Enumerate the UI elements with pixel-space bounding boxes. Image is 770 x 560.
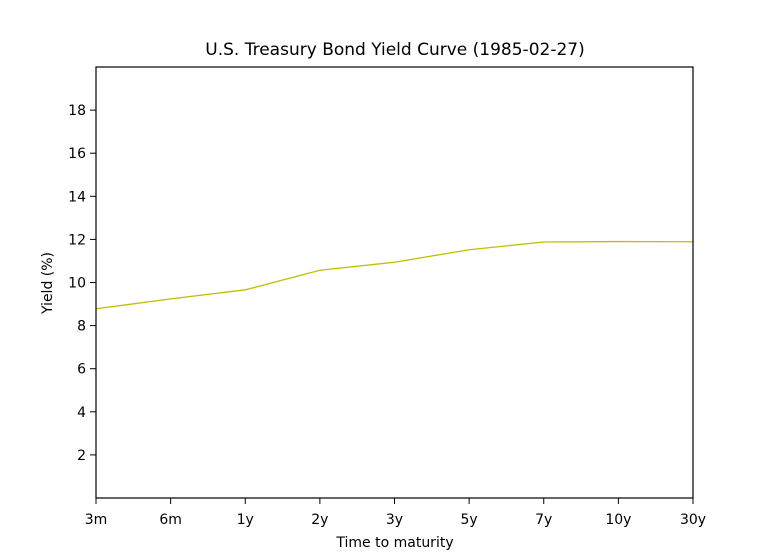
x-tick-label-5y: 5y [461, 512, 478, 528]
x-tick-label-7y: 7y [535, 512, 552, 528]
x-tick-label-10y: 10y [605, 512, 631, 528]
y-tick-label-6: 6 [77, 362, 86, 378]
y-tick-label-14: 14 [68, 189, 86, 205]
x-axis-label: Time to maturity [335, 535, 453, 551]
y-tick-label-8: 8 [77, 319, 86, 335]
chart-title: U.S. Treasury Bond Yield Curve (1985-02-… [205, 40, 584, 60]
y-tick-label-12: 12 [68, 232, 86, 248]
x-tick-label-3y: 3y [386, 512, 403, 528]
y-tick-label-10: 10 [68, 276, 86, 292]
y-tick-label-16: 16 [68, 146, 86, 162]
y-tick-label-18: 18 [68, 103, 86, 119]
x-tick-label-2y: 2y [311, 512, 328, 528]
y-tick-label-2: 2 [77, 448, 86, 464]
series-line-0 [95, 240, 694, 310]
x-tick-label-6m: 6m [159, 512, 182, 528]
y-axis-label: Yield (%) [40, 252, 56, 315]
x-tick-label-3m: 3m [85, 512, 108, 528]
y-tick-label-4: 4 [77, 405, 86, 421]
x-tick-label-1y: 1y [237, 512, 254, 528]
x-tick-label-30y: 30y [680, 512, 706, 528]
plot-area: 3m 6m 1y 2y 3y 5y 7y 10y 30y 2 4 6 8 10 12 14 16 18 [68, 66, 706, 528]
